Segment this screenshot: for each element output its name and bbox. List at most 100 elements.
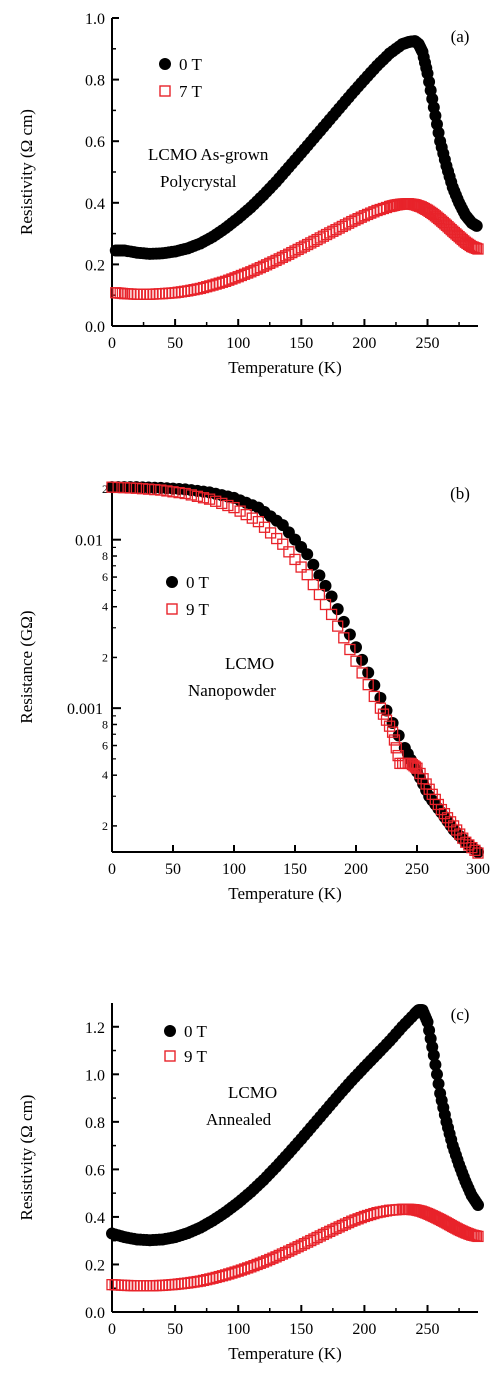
y-tick-label: 0.2: [85, 1257, 105, 1274]
data-point: [167, 486, 179, 498]
y-tick-label: 1.0: [85, 1067, 105, 1084]
y-tick-label: 0.6: [85, 134, 105, 151]
data-point: [383, 720, 396, 732]
data-point: [210, 495, 222, 507]
data-point: [130, 482, 143, 494]
data-point: [277, 538, 289, 550]
legend-label: 0 T: [179, 55, 202, 74]
legend-label: 9 T: [184, 1047, 207, 1066]
y-minor-tick-label: 2: [102, 819, 108, 833]
legend-marker-circle: [164, 1025, 176, 1037]
data-point: [149, 483, 161, 496]
data-point: [137, 1280, 150, 1292]
data-point: [408, 760, 420, 772]
data-point: [185, 489, 197, 501]
data-point: [131, 1280, 143, 1292]
x-tick-label: 200: [352, 1321, 376, 1338]
data-point: [131, 288, 143, 300]
data-point: [301, 569, 313, 581]
series-applied-field: [106, 1203, 484, 1292]
data-point: [435, 803, 448, 816]
y-minor-tick-label: 4: [102, 600, 108, 614]
y-tick-label: 0.8: [85, 73, 105, 90]
data-point: [362, 666, 375, 679]
legend-marker-square: [164, 1050, 176, 1062]
data-point: [134, 1280, 147, 1292]
data-point: [175, 1278, 188, 1290]
data-point: [472, 1199, 484, 1212]
data-point: [427, 1049, 440, 1062]
data-point: [142, 483, 155, 495]
data-point: [163, 1279, 175, 1291]
x-tick-label: 250: [416, 335, 440, 352]
x-tick-label: 50: [165, 861, 181, 878]
data-point: [222, 499, 234, 512]
data-point: [356, 667, 368, 679]
data-point: [122, 1279, 134, 1292]
data-point: [441, 812, 454, 824]
data-point: [234, 505, 246, 517]
x-tick-label: 250: [416, 1321, 440, 1338]
data-point: [163, 287, 175, 299]
legend-marker-square: [159, 85, 171, 97]
data-point: [447, 820, 460, 832]
data-point: [155, 484, 167, 496]
annotation: LCMO: [228, 1083, 277, 1102]
x-tick-label: 250: [405, 861, 429, 878]
data-point: [178, 1277, 191, 1290]
data-point: [228, 501, 240, 514]
data-point: [289, 553, 301, 566]
y-axis-title: Resistivity (Ω cm): [17, 1095, 36, 1221]
data-point: [156, 288, 169, 300]
data-point: [313, 569, 326, 582]
x-tick-label: 100: [222, 861, 246, 878]
data-point: [147, 1280, 159, 1292]
data-point: [197, 492, 210, 504]
data-point: [387, 1204, 399, 1216]
data-point: [356, 653, 369, 666]
data-point: [390, 742, 402, 754]
data-point: [307, 558, 320, 571]
data-point: [166, 287, 178, 299]
data-point: [337, 615, 350, 628]
data-point: [374, 702, 387, 714]
x-tick-label: 200: [352, 335, 376, 352]
y-axis-title: Resistivity (Ω cm): [17, 109, 36, 235]
data-point: [331, 603, 344, 616]
data-point: [161, 485, 173, 497]
x-axis-title: Temperature (K): [228, 358, 342, 377]
data-point: [368, 679, 381, 692]
data-point: [124, 482, 136, 494]
data-point: [472, 243, 484, 255]
annotation: LCMO: [225, 654, 274, 673]
x-tick-label: 0: [108, 335, 116, 352]
data-point: [240, 508, 252, 521]
y-minor-tick-label: 6: [102, 739, 108, 753]
legend-marker-square: [166, 603, 178, 615]
y-tick-label: 1.0: [85, 11, 105, 28]
data-point: [172, 1278, 184, 1290]
data-point: [141, 1280, 153, 1292]
x-tick-label: 100: [226, 335, 250, 352]
y-minor-tick-label: 2: [102, 482, 108, 496]
series-applied-field: [106, 481, 484, 859]
data-point: [246, 512, 258, 524]
series-zero-field: [109, 35, 483, 260]
data-point: [325, 608, 338, 621]
data-point: [153, 1279, 165, 1292]
data-point: [368, 690, 380, 703]
data-point: [179, 487, 191, 500]
data-point: [332, 620, 344, 632]
legend-marker-circle: [166, 576, 178, 588]
data-point: [283, 546, 295, 558]
data-point: [118, 1279, 131, 1292]
data-point: [374, 691, 387, 704]
data-point: [429, 1058, 442, 1071]
data-point: [147, 288, 159, 300]
data-point: [313, 588, 326, 601]
data-point: [128, 288, 140, 300]
x-tick-label: 50: [167, 1321, 183, 1338]
data-point: [134, 288, 147, 300]
data-point: [457, 832, 469, 844]
